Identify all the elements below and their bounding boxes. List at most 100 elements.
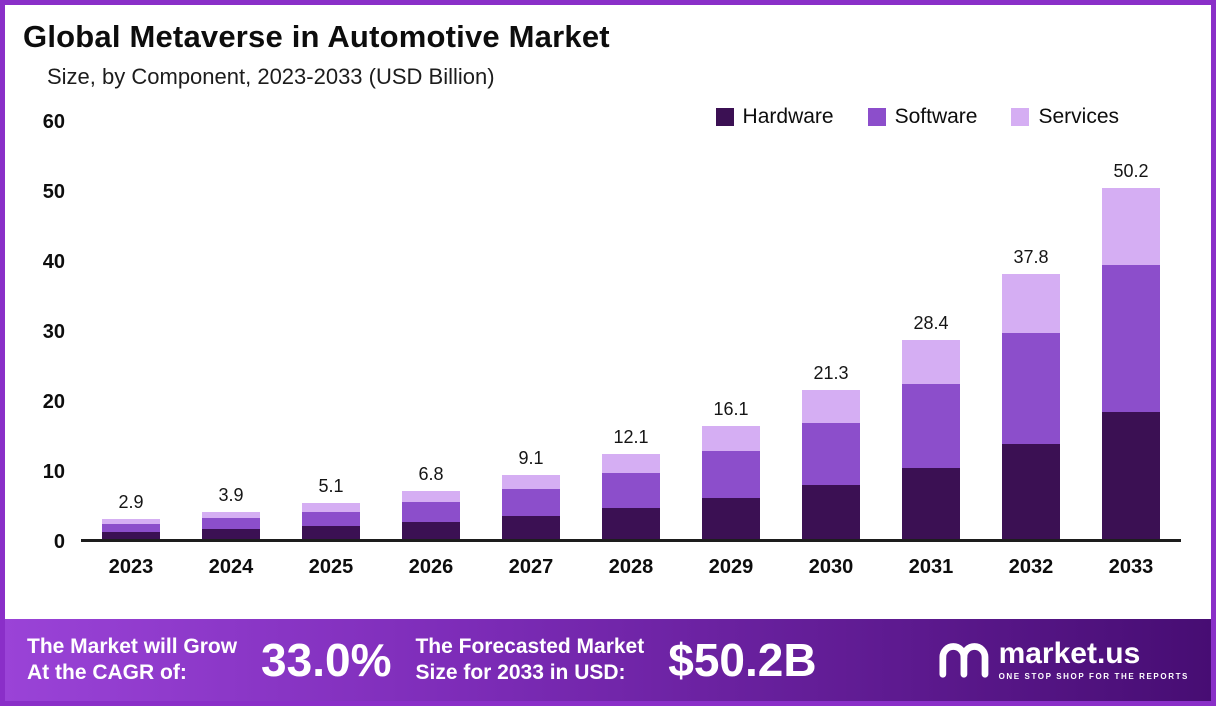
y-tick-40: 40 xyxy=(42,251,65,273)
total-label-2030: 21.3 xyxy=(813,362,849,383)
x-label-2031: 2031 xyxy=(908,556,954,578)
brand: market.us ONE STOP SHOP FOR THE REPORTS xyxy=(935,635,1189,686)
bar-column-2029: 16.1 xyxy=(695,399,767,539)
total-label-2032: 37.8 xyxy=(1013,247,1049,268)
bar-segment-hardware xyxy=(402,522,460,539)
total-label-2027: 9.1 xyxy=(518,448,544,469)
bar-segment-hardware xyxy=(202,529,260,539)
banner: The Market will Grow At the CAGR of: 33.… xyxy=(5,619,1211,701)
forecast-label-line2: Size for 2033 in USD: xyxy=(415,661,626,684)
bar-column-2031: 28.4 xyxy=(895,313,967,539)
bar-segment-services xyxy=(302,503,360,512)
x-label-2025: 2025 xyxy=(308,556,354,578)
cagr-label: The Market will Grow At the CAGR of: xyxy=(27,634,237,687)
bar-segment-services xyxy=(1002,274,1060,333)
bar-segment-software xyxy=(602,472,660,509)
legend-swatch-services xyxy=(1011,108,1030,126)
total-label-2033: 50.2 xyxy=(1113,160,1149,181)
bars: 2.9 3.9 5.1 6.8 9.1 12.1 16.1 21.3 28.4 37.8 50.2 xyxy=(81,122,1181,539)
bar-segment-software xyxy=(402,501,460,523)
bar-column-2033: 50.2 xyxy=(1095,161,1167,539)
brand-tagline: ONE STOP SHOP FOR THE REPORTS xyxy=(998,672,1189,681)
x-label-2023: 2023 xyxy=(108,556,154,578)
bar-segment-hardware xyxy=(1002,443,1060,539)
y-axis: 0 10 20 30 40 50 60 xyxy=(17,111,81,553)
legend-swatch-software xyxy=(867,108,886,126)
total-label-2025: 5.1 xyxy=(318,476,344,497)
bar-segment-services xyxy=(402,491,460,502)
total-label-2024: 3.9 xyxy=(218,484,244,505)
bar-column-2030: 21.3 xyxy=(795,363,867,539)
forecast-label-line1: The Forecasted Market xyxy=(415,634,645,658)
legend-item-software: Software xyxy=(867,105,977,129)
bar-segment-services xyxy=(802,389,860,423)
y-tick-60: 60 xyxy=(42,111,65,133)
legend-swatch-hardware xyxy=(715,108,734,126)
bar-column-2026: 6.8 xyxy=(395,464,467,539)
x-label-2024: 2024 xyxy=(208,556,254,578)
bar-segment-hardware xyxy=(802,485,860,539)
total-label-2029: 16.1 xyxy=(713,399,749,420)
x-label-2028: 2028 xyxy=(608,556,654,578)
bar-segment-hardware xyxy=(1102,412,1160,539)
bar-segment-hardware xyxy=(302,526,360,539)
total-label-2023: 2.9 xyxy=(118,491,144,512)
forecast-value: $50.2B xyxy=(668,634,817,686)
bar-column-2025: 5.1 xyxy=(295,476,367,539)
bar-segment-software xyxy=(802,422,860,486)
bar-column-2023: 2.9 xyxy=(95,492,167,539)
bar-segment-software xyxy=(502,489,560,516)
marketus-logo-icon xyxy=(935,635,989,686)
bar-segment-services xyxy=(702,426,760,451)
y-tick-20: 20 xyxy=(42,391,65,413)
bar-segment-services xyxy=(502,475,560,490)
chart-subtitle: Size, by Component, 2023-2033 (USD Billi… xyxy=(47,64,495,89)
bar-segment-services xyxy=(902,340,960,385)
cagr-label-line1: The Market will Grow xyxy=(27,634,238,658)
y-tick-50: 50 xyxy=(42,181,65,203)
brand-text: market.us ONE STOP SHOP FOR THE REPORTS xyxy=(999,639,1189,681)
bar-segment-hardware xyxy=(902,467,960,539)
bar-segment-hardware xyxy=(602,508,660,539)
x-axis: 2023 2024 2025 2026 2027 2028 2029 2030 2031 2032… xyxy=(5,556,1211,579)
bar-segment-services xyxy=(102,518,160,524)
bar-column-2027: 9.1 xyxy=(495,448,567,539)
chart-area: 0 10 20 30 40 50 60 2.9 3.9 5.1 6.8 9.1 12.1 16.1 21.… xyxy=(5,111,1211,553)
bar-segment-hardware xyxy=(702,498,760,539)
bar-segment-software xyxy=(302,511,360,527)
bar-column-2032: 37.8 xyxy=(995,247,1067,539)
x-axis-spacer xyxy=(17,556,81,579)
x-label-2029: 2029 xyxy=(708,556,754,578)
cagr-value: 33.0% xyxy=(261,634,392,686)
bar-segment-software xyxy=(202,518,260,530)
x-label-2033: 2033 xyxy=(1108,556,1154,578)
legend-item-services: Services xyxy=(1011,105,1119,129)
x-axis-labels: 2023 2024 2025 2026 2027 2028 2029 2030 2031 2032… xyxy=(81,556,1181,579)
y-tick-10: 10 xyxy=(42,461,65,483)
legend: Hardware Software Services xyxy=(715,105,1119,129)
bar-segment-hardware xyxy=(502,515,560,539)
bar-segment-software xyxy=(1102,264,1160,413)
chart-header: Global Metaverse in Automotive Market Si… xyxy=(5,5,1211,90)
x-label-2030: 2030 xyxy=(808,556,854,578)
bar-column-2028: 12.1 xyxy=(595,427,667,539)
bar-segment-software xyxy=(102,523,160,532)
plot-area: 2.9 3.9 5.1 6.8 9.1 12.1 16.1 21.3 28.4 37.8 50.2 xyxy=(81,122,1181,542)
x-label-2032: 2032 xyxy=(1008,556,1054,578)
x-label-2027: 2027 xyxy=(508,556,554,578)
legend-label-services: Services xyxy=(1038,105,1119,128)
total-label-2031: 28.4 xyxy=(913,313,949,334)
bar-segment-software xyxy=(702,450,760,499)
bar-segment-services xyxy=(602,454,660,473)
bar-segment-software xyxy=(1002,332,1060,444)
total-label-2026: 6.8 xyxy=(418,464,444,485)
bar-segment-hardware xyxy=(102,532,160,539)
legend-item-hardware: Hardware xyxy=(715,105,834,129)
brand-name: market.us xyxy=(998,637,1141,670)
bar-column-2024: 3.9 xyxy=(195,485,267,539)
total-label-2028: 12.1 xyxy=(613,427,649,448)
chart-title: Global Metaverse in Automotive Market xyxy=(23,19,610,54)
legend-label-hardware: Hardware xyxy=(742,105,834,128)
x-label-2026: 2026 xyxy=(408,556,454,578)
